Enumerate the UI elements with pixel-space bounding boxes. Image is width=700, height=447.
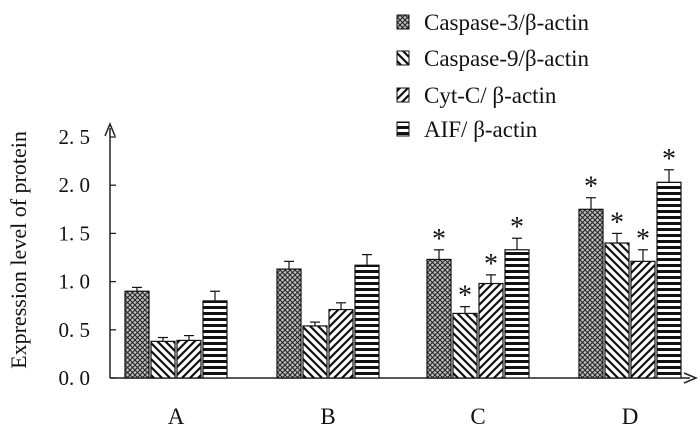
bar	[150, 340, 176, 379]
bar	[630, 260, 656, 379]
legend-swatch	[396, 14, 410, 30]
bar	[578, 208, 604, 379]
y-tick-label: 0. 5	[59, 318, 91, 342]
significance-star: *	[610, 207, 624, 238]
bar	[426, 258, 452, 379]
y-tick-label: 1. 5	[59, 221, 91, 245]
y-tick-label: 1. 0	[59, 270, 91, 294]
bar	[504, 249, 530, 379]
significance-star: *	[458, 281, 472, 312]
y-axis-arrow	[104, 122, 116, 137]
y-tick-label: 2. 0	[59, 173, 91, 197]
bar	[328, 308, 354, 379]
x-tick-label: A	[168, 404, 185, 429]
x-tick-label: D	[622, 404, 639, 429]
bar	[478, 282, 504, 379]
bar	[276, 268, 302, 379]
bar	[452, 312, 478, 379]
bar	[656, 181, 682, 379]
x-tick-label: C	[470, 404, 485, 429]
bar	[176, 339, 202, 379]
legend-label: Caspase-3/β-actin	[424, 10, 589, 35]
bar	[354, 264, 380, 379]
x-axis-arrow	[683, 372, 698, 384]
significance-star: *	[584, 172, 598, 203]
legend: Caspase-3/β-actin Caspase-9/β-actin Cyt-C/…	[396, 10, 589, 142]
significance-star: *	[432, 224, 446, 255]
bars-group: A B * * * * C * * * * D	[124, 144, 682, 429]
significance-star: *	[510, 212, 524, 243]
y-tick-label: 0. 0	[59, 366, 91, 390]
bar	[302, 325, 328, 379]
y-axis-label: Expression level of protein	[6, 131, 31, 369]
legend-label: Cyt-C/ β-actin	[424, 83, 557, 108]
x-tick-label: B	[320, 404, 335, 429]
bar	[604, 242, 630, 379]
significance-star: *	[484, 249, 498, 280]
bar	[202, 300, 228, 379]
legend-swatch	[396, 50, 410, 66]
y-tick-label: 2. 5	[59, 125, 91, 149]
significance-star: *	[662, 144, 676, 175]
legend-label: Caspase-9/β-actin	[424, 46, 589, 71]
legend-label: AIF/ β-actin	[424, 117, 538, 142]
legend-swatch	[396, 87, 410, 103]
legend-swatch	[396, 121, 410, 137]
bar	[124, 290, 150, 379]
significance-star: *	[636, 224, 650, 255]
